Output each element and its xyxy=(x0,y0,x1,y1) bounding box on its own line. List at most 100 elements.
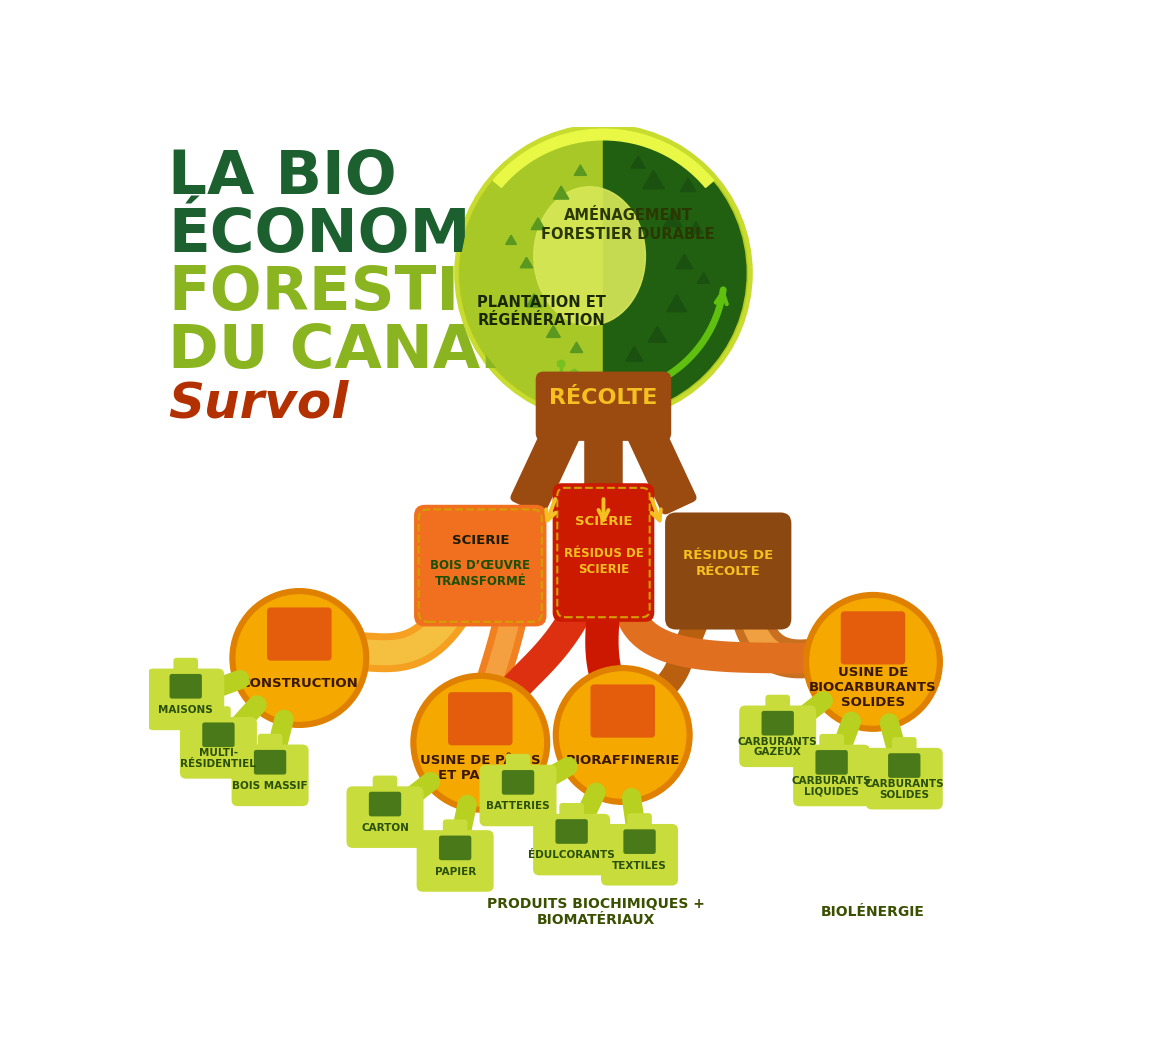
Polygon shape xyxy=(631,156,645,168)
Polygon shape xyxy=(556,189,566,199)
Polygon shape xyxy=(646,174,661,188)
FancyBboxPatch shape xyxy=(866,748,943,810)
FancyBboxPatch shape xyxy=(206,706,230,727)
Polygon shape xyxy=(701,277,707,282)
Ellipse shape xyxy=(571,371,578,376)
Polygon shape xyxy=(531,218,545,229)
FancyBboxPatch shape xyxy=(202,722,235,747)
Polygon shape xyxy=(680,260,689,267)
Polygon shape xyxy=(522,260,531,267)
Circle shape xyxy=(230,589,369,728)
Circle shape xyxy=(418,680,543,806)
Polygon shape xyxy=(576,167,585,174)
Ellipse shape xyxy=(585,375,592,380)
Polygon shape xyxy=(648,177,659,187)
Text: SCIERIE: SCIERIE xyxy=(574,515,632,528)
Polygon shape xyxy=(553,186,569,200)
Text: BIOLÉNERGIE: BIOLÉNERGIE xyxy=(821,905,925,919)
Polygon shape xyxy=(691,224,701,232)
Text: Survol: Survol xyxy=(168,379,349,428)
FancyBboxPatch shape xyxy=(536,372,672,441)
FancyBboxPatch shape xyxy=(559,803,584,823)
FancyBboxPatch shape xyxy=(765,695,790,715)
Circle shape xyxy=(553,665,691,805)
Polygon shape xyxy=(534,221,543,229)
Polygon shape xyxy=(530,299,538,305)
Wedge shape xyxy=(494,129,714,187)
Polygon shape xyxy=(697,272,710,283)
FancyBboxPatch shape xyxy=(665,512,791,629)
Text: DU CANADA: DU CANADA xyxy=(168,321,579,380)
Polygon shape xyxy=(700,275,708,283)
Ellipse shape xyxy=(558,361,565,366)
FancyBboxPatch shape xyxy=(480,765,557,826)
Text: BATTERIES: BATTERIES xyxy=(487,802,550,811)
Circle shape xyxy=(804,592,942,731)
FancyBboxPatch shape xyxy=(173,658,198,678)
Polygon shape xyxy=(573,346,579,352)
Polygon shape xyxy=(628,350,640,360)
Circle shape xyxy=(559,672,686,798)
Polygon shape xyxy=(689,222,703,233)
FancyBboxPatch shape xyxy=(739,705,817,767)
Text: USINE DE
BIOCARBURANTS
SOLIDES: USINE DE BIOCARBURANTS SOLIDES xyxy=(810,665,937,709)
FancyBboxPatch shape xyxy=(888,753,921,778)
Polygon shape xyxy=(668,216,677,225)
Polygon shape xyxy=(574,165,586,175)
FancyBboxPatch shape xyxy=(414,505,546,626)
Polygon shape xyxy=(549,328,558,337)
Polygon shape xyxy=(572,344,581,352)
Polygon shape xyxy=(667,295,687,312)
Circle shape xyxy=(411,674,550,812)
Polygon shape xyxy=(663,211,682,227)
FancyBboxPatch shape xyxy=(601,824,679,886)
FancyBboxPatch shape xyxy=(505,754,530,774)
FancyBboxPatch shape xyxy=(552,484,654,622)
Polygon shape xyxy=(653,333,662,340)
Text: BIORAFFINERIE: BIORAFFINERIE xyxy=(565,754,680,767)
Polygon shape xyxy=(684,184,691,190)
FancyBboxPatch shape xyxy=(556,819,587,844)
FancyBboxPatch shape xyxy=(170,674,202,699)
Text: BOIS MASSIF: BOIS MASSIF xyxy=(233,781,308,791)
Polygon shape xyxy=(557,191,565,197)
Polygon shape xyxy=(633,158,644,167)
Polygon shape xyxy=(682,182,694,190)
Text: CARTON: CARTON xyxy=(362,823,409,833)
FancyBboxPatch shape xyxy=(417,830,494,891)
Text: CARBURANTS
LIQUIDES: CARBURANTS LIQUIDES xyxy=(792,776,872,796)
FancyBboxPatch shape xyxy=(147,668,225,730)
Ellipse shape xyxy=(558,361,565,366)
Text: AMÉNAGEMENT
FORESTIER DURABLE: AMÉNAGEMENT FORESTIER DURABLE xyxy=(542,208,715,242)
FancyBboxPatch shape xyxy=(232,744,309,806)
Polygon shape xyxy=(521,258,532,268)
Text: RÉSIDUS DE
SCIERIE: RÉSIDUS DE SCIERIE xyxy=(564,547,644,577)
FancyBboxPatch shape xyxy=(624,829,655,854)
Text: CONSTRUCTION: CONSTRUCTION xyxy=(241,677,358,690)
FancyBboxPatch shape xyxy=(346,787,424,848)
Text: LA BIO: LA BIO xyxy=(168,148,397,207)
Text: SCIERIE: SCIERIE xyxy=(452,534,509,547)
Ellipse shape xyxy=(534,187,646,325)
Text: BOIS D’ŒUVRE
TRANSFORMÉ: BOIS D’ŒUVRE TRANSFORMÉ xyxy=(431,559,530,588)
Polygon shape xyxy=(626,346,642,361)
Text: RÉCOLTE: RÉCOLTE xyxy=(549,388,658,408)
Ellipse shape xyxy=(571,371,578,376)
Polygon shape xyxy=(507,238,515,244)
Circle shape xyxy=(460,129,748,417)
FancyBboxPatch shape xyxy=(254,750,287,774)
Circle shape xyxy=(455,125,752,421)
Polygon shape xyxy=(550,331,557,336)
FancyBboxPatch shape xyxy=(534,814,610,875)
Circle shape xyxy=(236,595,363,721)
FancyBboxPatch shape xyxy=(584,420,622,515)
FancyBboxPatch shape xyxy=(502,770,535,795)
Text: PAPIER: PAPIER xyxy=(434,867,476,876)
FancyBboxPatch shape xyxy=(180,717,257,778)
FancyBboxPatch shape xyxy=(625,415,696,514)
Polygon shape xyxy=(577,169,584,174)
FancyBboxPatch shape xyxy=(442,819,468,840)
Text: ÉDULCORANTS: ÉDULCORANTS xyxy=(529,850,615,861)
Polygon shape xyxy=(535,223,542,228)
Text: FORESTIÈRE: FORESTIÈRE xyxy=(168,264,590,323)
